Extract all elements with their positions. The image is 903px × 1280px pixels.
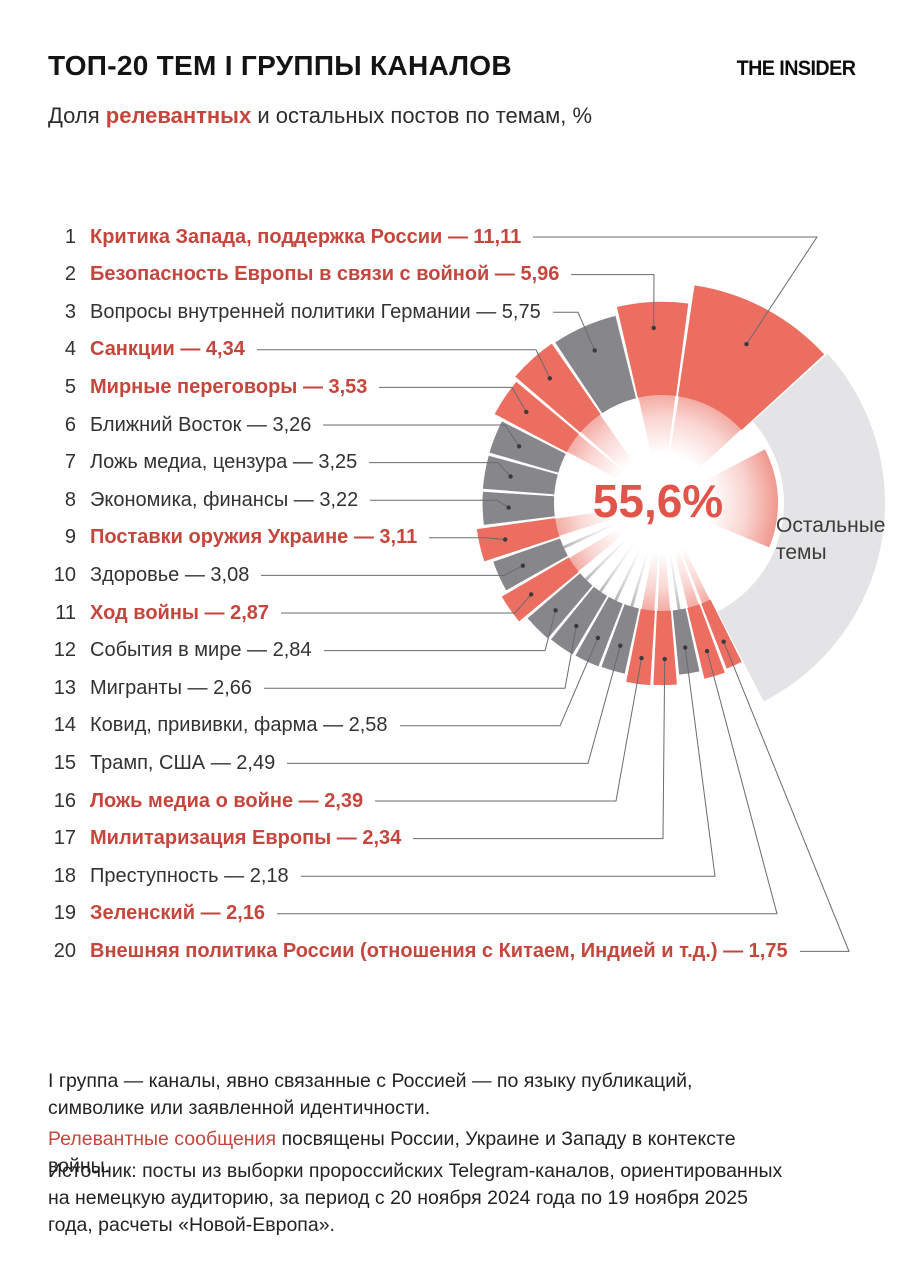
note-source: Источник: посты из выборки пророссийских… xyxy=(48,1160,783,1236)
topic-row: 3 Вопросы внутренней политики Германии — … xyxy=(48,299,541,325)
topic-rank: 5 xyxy=(64,375,76,398)
topic-rank: 4 xyxy=(64,338,76,361)
topic-row: 8 Экономика, финансы — 3,22 xyxy=(48,487,358,513)
topic-label: Поставки оружия Украине — 3,11 xyxy=(90,526,418,549)
subtitle-rest: и остальных постов по темам, % xyxy=(251,103,593,128)
topic-rank: 15 xyxy=(53,751,76,774)
topic-row: 1 Критика Запада, поддержка России — 11,1… xyxy=(48,224,521,250)
topic-label: События в мире — 2,84 xyxy=(90,639,312,662)
topic-label: Ложь медиа, цензура — 3,25 xyxy=(90,451,358,474)
topic-label: Ход войны — 2,87 xyxy=(90,601,270,624)
topic-rank: 18 xyxy=(53,864,76,887)
topic-rank: 7 xyxy=(64,451,76,474)
topic-label: Экономика, финансы — 3,22 xyxy=(90,488,359,511)
topic-rank: 1 xyxy=(64,225,76,248)
topic-label: Ковид, прививки, фарма — 2,58 xyxy=(90,714,388,737)
topic-row: 10 Здоровье — 3,08 xyxy=(48,562,250,588)
topic-rank: 2 xyxy=(64,263,76,286)
topic-label: Санкции — 4,34 xyxy=(90,338,245,361)
topic-rank: 8 xyxy=(64,488,76,511)
page-title: ТОП-20 ТЕМ I ГРУППЫ КАНАЛОВ xyxy=(48,50,512,81)
topic-label: Трамп, США — 2,49 xyxy=(90,751,276,774)
topic-row: 6 Ближний Восток — 3,26 xyxy=(48,412,312,438)
others-wedge-label: Остальные темы xyxy=(776,514,886,564)
topic-label: Мирные переговоры — 3,53 xyxy=(90,375,368,398)
topic-rank: 6 xyxy=(64,413,76,436)
topic-rank: 11 xyxy=(55,601,76,624)
topic-label: Зеленский — 2,16 xyxy=(90,902,266,925)
subtitle-highlight: релевантных xyxy=(105,103,252,128)
topic-label: Внешняя политика России (отношения с Кит… xyxy=(90,939,788,962)
topic-row: 9 Поставки оружия Украине — 3,11 xyxy=(48,525,417,551)
topic-label: Безопасность Европы в связи с войной — 5… xyxy=(90,263,560,286)
topic-label: Ближний Восток — 3,26 xyxy=(90,413,312,436)
chart-subtitle: Доля релевантных и остальных постов по т… xyxy=(48,103,592,129)
topic-row: 20 Внешняя политика России (отношения с К… xyxy=(48,938,788,964)
topic-row: 18 Преступность — 2,18 xyxy=(48,863,289,889)
note-relevant-definition: Релевантные сообщения посвящены России, … xyxy=(48,1126,790,1180)
topic-label: Вопросы внутренней политики Германии — 5… xyxy=(90,300,541,323)
topic-row: 7 Ложь медиа, цензура — 3,25 xyxy=(48,450,357,476)
insider-logo: THE INSIDER xyxy=(736,57,855,80)
topic-row: 17 Милитаризация Европы — 2,34 xyxy=(48,826,402,852)
topic-label: Ложь медиа о войне — 2,39 xyxy=(90,789,364,812)
center-share-value: 55,6% xyxy=(592,475,724,527)
topic-row: 13 Мигранты — 2,66 xyxy=(48,675,252,701)
topic-label: Критика Запада, поддержка России — 11,11 xyxy=(90,225,522,248)
subtitle-prefix: Доля xyxy=(48,103,106,128)
topic-row: 2 Безопасность Европы в связи с войной — … xyxy=(48,262,560,288)
topic-rank: 3 xyxy=(64,300,76,323)
topic-row: 15 Трамп, США — 2,49 xyxy=(48,750,275,776)
topic-row: 11 Ход войны — 2,87 xyxy=(48,600,269,626)
topic-row: 4 Санкции — 4,34 xyxy=(48,337,245,363)
topic-rank: 20 xyxy=(53,939,76,962)
topic-rank: 12 xyxy=(53,639,76,662)
topic-label: Здоровье — 3,08 xyxy=(90,563,250,586)
topic-rank: 19 xyxy=(53,902,76,925)
note-relevant-highlight: Релевантные сообщения xyxy=(48,1128,277,1150)
topic-rank: 14 xyxy=(53,714,76,737)
topic-rank: 10 xyxy=(53,563,76,586)
topic-label: Мигранты — 2,66 xyxy=(90,676,252,699)
topic-label: Преступность — 2,18 xyxy=(90,864,289,887)
topic-row: 19 Зеленский — 2,16 xyxy=(48,901,265,927)
topic-rank: 16 xyxy=(53,789,76,812)
topic-rank: 17 xyxy=(53,827,76,850)
topic-label: Милитаризация Европы — 2,34 xyxy=(90,827,402,850)
topic-row: 16 Ложь медиа о войне — 2,39 xyxy=(48,788,363,814)
topic-row: 14 Ковид, прививки, фарма — 2,58 xyxy=(48,713,388,739)
topic-rank: 13 xyxy=(53,676,76,699)
topic-row: 12 События в мире — 2,84 xyxy=(48,638,312,664)
note-relevant-rest: посвящены России, Украине и Западу в кон… xyxy=(48,1128,736,1177)
topic-rank: 9 xyxy=(64,526,76,549)
note-group-definition: I группа — каналы, явно связанные с Росс… xyxy=(48,1070,693,1119)
topic-row: 5 Мирные переговоры — 3,53 xyxy=(48,374,368,400)
